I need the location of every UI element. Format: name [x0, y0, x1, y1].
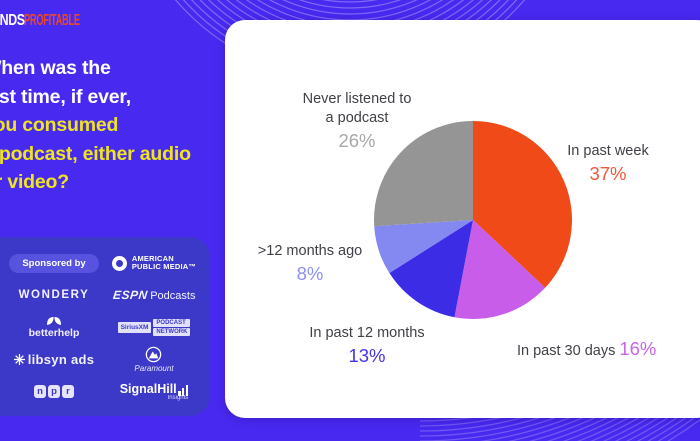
- libsyn-burst-icon: [13, 354, 25, 366]
- pie-label-gt-12-months: >12 months ago 8%: [240, 242, 380, 285]
- sponsor-betterhelp: betterhelp: [28, 315, 80, 340]
- apm-line1: AMERICAN: [131, 253, 174, 263]
- sounds-profitable-logo: SOUNDS PROFITABLE: [0, 12, 117, 30]
- slice-percent: 37%: [589, 163, 627, 184]
- espn-wordmark: ESPN: [111, 288, 148, 303]
- pie-slice: [454, 220, 546, 319]
- logo-sounds: SOUNDS: [0, 12, 25, 29]
- sponsor-american-public-media: AMERICAN PUBLIC MEDIA™: [111, 253, 197, 272]
- pie-slice: [389, 220, 473, 318]
- sponsor-npr: n p r: [34, 385, 74, 399]
- survey-question: When was the last time, if ever, you con…: [0, 54, 191, 197]
- chart-card: Never listened to a podcast 26% In past …: [225, 20, 700, 418]
- pie-label-in-past-12-months: In past 12 months 13%: [292, 324, 442, 367]
- slice-label: In past 12 months: [309, 325, 425, 341]
- paramount-label: Paramount: [134, 364, 174, 374]
- betterhelp-label: betterhelp: [28, 327, 80, 340]
- npr-p: p: [48, 385, 60, 399]
- slice-percent: 16%: [619, 338, 657, 359]
- sponsor-paramount: Paramount: [134, 346, 174, 374]
- slice-label: In past week: [567, 143, 649, 159]
- question-line-3: you consumed: [0, 114, 119, 136]
- pie-label-in-past-30-days: In past 30 days 16%: [517, 337, 656, 360]
- sponsor-siriusxm-podcast-network: SiriusXM PODCAST NETWORK: [117, 318, 191, 336]
- slice-percent: 26%: [338, 130, 376, 151]
- npr-r: r: [62, 385, 74, 399]
- question-line-1: When was the: [0, 57, 111, 79]
- sponsor-libsyn-ads: libsyn ads: [13, 352, 95, 368]
- question-line-2: last time, if ever,: [0, 85, 131, 108]
- paramount-mountain-icon: [146, 346, 162, 363]
- slice-label: >12 months ago: [257, 243, 363, 259]
- bottom-wave-pattern: [420, 416, 700, 441]
- pie-slice: [473, 121, 572, 288]
- logo-profitable: PROFITABLE: [24, 12, 81, 29]
- sponsor-signal-hill-insights: SignalHill Insights: [120, 382, 189, 401]
- pie-slice: [374, 121, 473, 227]
- pie-label-in-past-week: In past week 37%: [543, 142, 673, 185]
- slice-percent: 13%: [348, 345, 386, 366]
- signalhill-wordmark: SignalHill: [119, 382, 177, 397]
- question-line-4: a podcast, either audio: [0, 142, 191, 165]
- siriusxm-podcast-label: PODCAST: [153, 318, 191, 327]
- signal-bar-icon: [178, 391, 181, 397]
- sponsor-panel: Sponsored by AMERICAN PUBLIC MEDIA™ WOND…: [0, 237, 210, 416]
- signal-bar-icon: [182, 388, 185, 397]
- question-line-5: or video?: [0, 171, 69, 193]
- betterhelp-leaves-icon: [46, 317, 61, 326]
- sponsor-wondery: WONDERY: [18, 289, 90, 302]
- apm-line2: PUBLIC MEDIA™: [131, 262, 197, 272]
- pie-label-never-listened: Never listened to a podcast 26%: [287, 90, 427, 152]
- siriusxm-network-label: NETWORK: [153, 327, 191, 336]
- sponsor-espn-podcasts: ESPN Podcasts: [111, 288, 196, 303]
- sponsored-by-badge: Sponsored by: [9, 253, 99, 273]
- espn-podcasts-label: Podcasts: [150, 290, 196, 303]
- slice-label: Never listened to a podcast: [302, 91, 412, 126]
- pie-slice: [374, 220, 473, 274]
- siriusxm-wordmark: SiriusXM: [117, 321, 152, 333]
- signal-bar-icon: [185, 385, 189, 397]
- apm-circle-icon: [111, 255, 127, 271]
- slice-percent: 8%: [296, 263, 324, 284]
- npr-n: n: [34, 385, 46, 399]
- pie-chart: [374, 121, 572, 319]
- libsyn-label: libsyn ads: [27, 352, 95, 368]
- slice-label: In past 30 days: [517, 343, 616, 359]
- signalhill-insights-label: Insights: [167, 395, 189, 402]
